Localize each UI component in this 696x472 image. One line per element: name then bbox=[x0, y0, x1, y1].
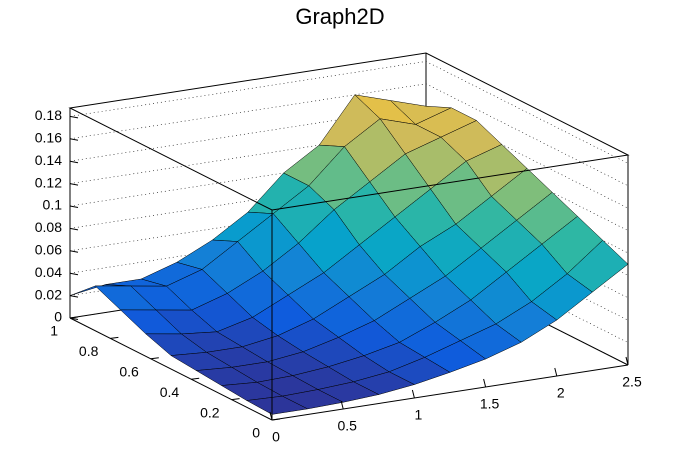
z-tick-label: 0.02 bbox=[35, 286, 62, 302]
x-tick bbox=[483, 378, 487, 388]
z-tick-label: 0.06 bbox=[35, 242, 62, 258]
z-tick bbox=[69, 295, 79, 298]
y-tick-label: 0.4 bbox=[160, 384, 180, 400]
box-edge bbox=[271, 364, 629, 421]
chart-title: Graph2D bbox=[295, 4, 384, 29]
x-tick-label: 2.5 bbox=[622, 374, 642, 390]
z-tick-label: 0.04 bbox=[35, 264, 62, 280]
z-tick bbox=[69, 115, 79, 119]
z-tick-label: 0.18 bbox=[35, 107, 62, 123]
z-tick bbox=[69, 272, 79, 276]
x-tick bbox=[411, 389, 415, 399]
z-tick-label: 0.08 bbox=[35, 219, 62, 235]
z-tick bbox=[69, 138, 79, 141]
y-tick bbox=[191, 377, 200, 380]
grid-line bbox=[69, 83, 629, 187]
z-tick bbox=[69, 183, 79, 186]
y-tick bbox=[231, 398, 240, 401]
y-tick-label: 0.6 bbox=[119, 364, 139, 380]
x-tick-label: 1 bbox=[415, 407, 423, 423]
x-tick bbox=[269, 411, 273, 421]
y-tick bbox=[110, 336, 119, 339]
x-tick-label: 2 bbox=[557, 385, 565, 401]
z-tick bbox=[69, 160, 79, 164]
y-tick bbox=[69, 316, 79, 319]
surface-cell bbox=[245, 395, 309, 415]
y-tick-label: 0.8 bbox=[79, 343, 99, 359]
grid-line bbox=[69, 61, 629, 164]
y-tick bbox=[271, 418, 281, 421]
x-tick bbox=[340, 400, 344, 410]
y-tick bbox=[150, 357, 159, 360]
z-tick-label: 0.16 bbox=[35, 130, 62, 146]
x-tick-label: 0 bbox=[272, 429, 280, 445]
z-tick-label: 0.12 bbox=[35, 174, 62, 190]
x-tick bbox=[625, 356, 629, 366]
z-tick bbox=[69, 227, 79, 231]
x-tick-label: 1.5 bbox=[480, 396, 500, 412]
z-tick-label: 0 bbox=[54, 309, 62, 325]
y-tick-label: 1 bbox=[50, 323, 58, 339]
z-tick bbox=[69, 250, 79, 253]
z-tick-label: 0.1 bbox=[43, 197, 63, 213]
y-tick-label: 0.2 bbox=[200, 404, 220, 420]
z-tick bbox=[69, 205, 79, 208]
z-tick-label: 0.14 bbox=[35, 152, 62, 168]
x-tick bbox=[554, 367, 558, 377]
box-edge bbox=[69, 317, 273, 421]
y-tick-label: 0 bbox=[252, 425, 260, 441]
x-tick-label: 0.5 bbox=[337, 418, 357, 434]
box-top bbox=[68, 52, 630, 211]
